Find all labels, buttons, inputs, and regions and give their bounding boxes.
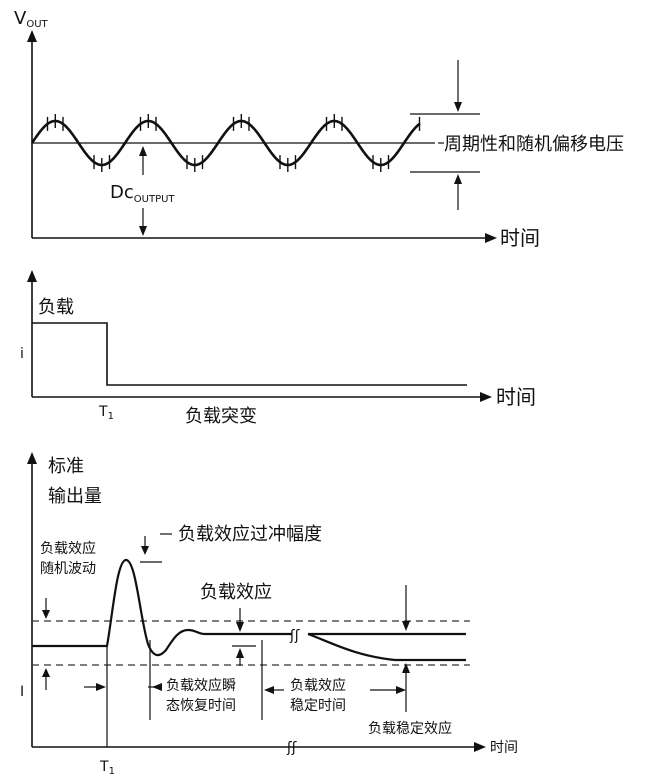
- p3-stable-effect-label: 负载稳定效应: [368, 720, 452, 737]
- p3-y-axis-label-line2: 输出量: [48, 486, 102, 507]
- p3-axis-break-mark: ʃʃ: [286, 740, 297, 756]
- p1-dc-output-label: DcOUTPUT: [110, 182, 175, 205]
- p3-overshoot-label: 负载效应过冲幅度: [178, 524, 322, 545]
- p2-t1-label: T1: [98, 404, 114, 422]
- p3-transient-label-line2: 态恢复时间: [166, 697, 236, 714]
- p3-random-marker-bottom-arrow-icon: [42, 668, 50, 677]
- p2-load-label: 负载: [38, 297, 74, 318]
- p1-y-axis-label: VOUT: [14, 8, 49, 30]
- p1-dc-arrow-up-icon: [139, 146, 147, 156]
- p3-stable-marker-bottom-arrow-icon: [402, 663, 410, 673]
- panel-ripple-noise: VOUT DcOUTPUT 周期性和随机偏移电压 时间: [14, 8, 624, 250]
- p3-settle-label-line1: 负载效应: [290, 677, 346, 694]
- p1-y-axis-arrow-icon: [27, 30, 37, 42]
- p3-stable-marker-top-arrow-icon: [402, 621, 410, 631]
- p3-overshoot-arrow-icon: [141, 546, 149, 555]
- p2-x-axis-label: 时间: [496, 385, 536, 409]
- p3-load-effect-arrow-up-icon: [236, 648, 244, 658]
- p3-load-effect-arrow-down-icon: [236, 622, 244, 632]
- p3-curve-break-mark: ʃʃ: [289, 628, 300, 644]
- p1-ripple-waveform: [30, 119, 421, 167]
- p3-output-response-curve: [32, 558, 292, 657]
- p1-upper-marker-arrow-icon: [454, 102, 462, 112]
- p3-settle-label-line2: 稳定时间: [290, 698, 346, 714]
- p1-dc-arrow-down-icon: [139, 226, 147, 236]
- p2-x-axis-arrow-icon: [480, 392, 492, 402]
- p1-x-axis-label: 时间: [500, 226, 540, 250]
- p3-settle-arrow-right-icon: [396, 686, 406, 694]
- p2-y-axis-label: i: [20, 346, 24, 362]
- p3-random-label-line2: 随机波动: [40, 561, 96, 577]
- p1-lower-marker-arrow-icon: [454, 174, 462, 184]
- p3-settled-level-lower: [307, 632, 466, 662]
- p1-x-axis-arrow-icon: [485, 233, 497, 243]
- p3-x-axis-arrow-icon: [474, 742, 486, 752]
- p1-noise-spikes: [46, 114, 421, 172]
- p2-caption: 负载突变: [185, 406, 257, 427]
- p3-y-axis-label-line1: 标准: [48, 456, 84, 477]
- p3-random-marker-top-arrow-icon: [42, 610, 50, 619]
- p1-noise-label: 周期性和随机偏移电压: [444, 134, 624, 155]
- p3-t1-label: T1: [99, 759, 115, 777]
- p2-y-axis-arrow-icon: [27, 270, 37, 282]
- p2-load-current-trace: [32, 322, 467, 386]
- p3-y-axis-i-label: I: [20, 684, 24, 700]
- p3-random-label-line1: 负载效应: [40, 540, 96, 557]
- p3-x-axis-label: 时间: [490, 740, 518, 756]
- p3-transient-arrow-left-icon: [96, 683, 106, 691]
- panel-load-step: 负载 i T1 时间 负载突变: [20, 270, 536, 427]
- p3-settle-arrow-left-icon: [264, 686, 274, 694]
- p3-transient-arrow-right-icon: [152, 683, 162, 691]
- panel-load-transient: ʃʃ 标准 输出量 I ʃʃ T1 负载效应 随机波动 负载效应过冲幅度 负载效…: [20, 452, 518, 777]
- p3-y-axis-arrow-icon: [27, 452, 37, 464]
- p3-transient-label-line1: 负载效应瞬: [166, 677, 236, 694]
- p3-load-effect-label: 负载效应: [200, 582, 272, 603]
